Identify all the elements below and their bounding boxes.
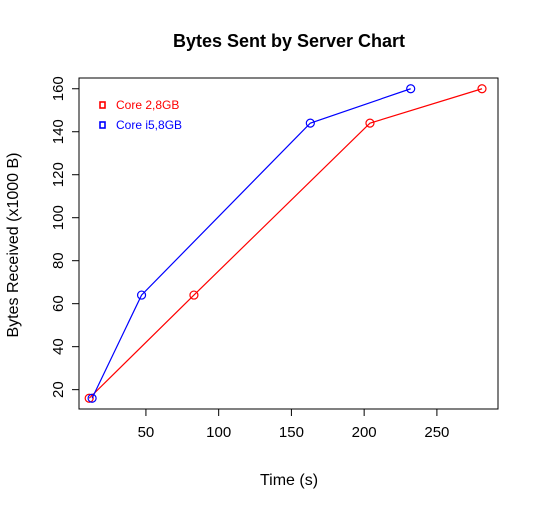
data-point	[136, 290, 147, 300]
y-axis-label: Bytes Received (x1000 B)	[5, 153, 22, 338]
y-axis: 20 40 60 80 100 120 140 160	[50, 76, 80, 398]
x-tick-label: 250	[424, 424, 449, 441]
data-point	[477, 84, 487, 94]
x-tick-label: 150	[279, 424, 304, 441]
legend: Core 2,8GB Core i5,8GB	[99, 98, 182, 132]
y-tick-label: 140	[50, 119, 67, 144]
chart-title: Bytes Sent by Server Chart	[173, 31, 405, 51]
data-point	[365, 118, 375, 128]
series-line-2	[91, 88, 411, 399]
y-tick-label: 40	[50, 338, 67, 355]
legend-marker	[99, 121, 106, 129]
y-tick-label: 20	[50, 381, 67, 398]
x-axis-label: Time (s)	[260, 472, 318, 489]
data-point	[305, 118, 315, 128]
x-tick-label: 200	[352, 424, 377, 441]
legend-label: Core 2,8GB	[116, 98, 179, 112]
y-tick-label: 100	[50, 205, 67, 230]
y-tick-label: 80	[50, 252, 67, 269]
y-tick-label: 120	[50, 162, 67, 187]
x-tick-label: 50	[138, 424, 155, 441]
data-point	[87, 393, 97, 403]
series-line-1	[88, 88, 483, 399]
series-layer	[84, 84, 487, 403]
data-point	[84, 393, 94, 403]
data-point	[406, 84, 416, 94]
data-point	[189, 290, 199, 300]
x-axis: 50 100 150 200 250	[138, 408, 449, 441]
legend-label: Core i5,8GB	[116, 118, 182, 132]
y-tick-label: 60	[50, 295, 67, 312]
legend-marker	[99, 101, 106, 109]
x-tick-label: 100	[206, 424, 231, 441]
y-tick-label: 160	[50, 76, 67, 101]
